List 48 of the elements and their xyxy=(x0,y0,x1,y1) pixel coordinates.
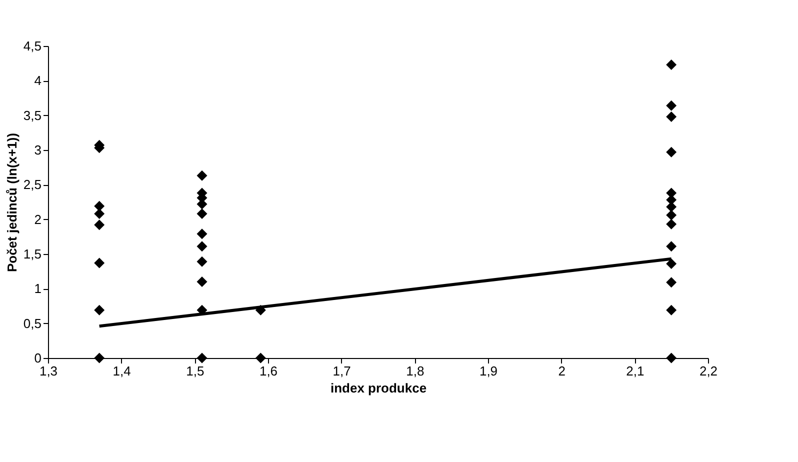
point xyxy=(196,241,208,252)
y-tick-label: 0,5 xyxy=(23,316,42,331)
y-tick-label: 4,5 xyxy=(23,38,42,54)
point xyxy=(666,111,677,122)
point xyxy=(196,170,208,181)
point xyxy=(94,258,105,268)
point xyxy=(196,208,208,220)
point xyxy=(666,352,677,364)
x-tick-label: 1,7 xyxy=(332,364,351,378)
x-tick-label: 1,8 xyxy=(406,364,424,378)
x-tick-label: 2,2 xyxy=(699,364,718,378)
point xyxy=(666,100,677,111)
x-tick-label: 1,3 xyxy=(39,364,58,378)
point xyxy=(196,352,208,364)
point xyxy=(666,210,677,220)
point xyxy=(94,352,105,364)
point xyxy=(666,202,677,212)
point xyxy=(666,146,677,158)
point xyxy=(94,200,105,212)
y-tick-label: 2,5 xyxy=(23,177,42,192)
y-tick-label: 0 xyxy=(34,350,42,366)
point xyxy=(196,256,208,267)
x-tick-label: 1,9 xyxy=(479,364,498,378)
y-axis-title: Počet jedinců (ln(x+1)) xyxy=(4,132,20,272)
y-tick-label: 1,5 xyxy=(23,246,42,262)
point xyxy=(666,277,677,288)
y-tick-label: 1 xyxy=(34,281,42,296)
y-tick-label: 3,5 xyxy=(23,108,42,123)
y-tick-label: 3 xyxy=(34,142,42,158)
point xyxy=(666,241,677,252)
x-axis-title: index produkce xyxy=(330,380,427,396)
y-tick-label: 2 xyxy=(34,212,42,227)
point xyxy=(666,218,677,230)
point xyxy=(255,352,266,364)
point xyxy=(196,228,208,240)
point xyxy=(94,220,105,230)
point xyxy=(94,304,105,316)
point xyxy=(196,276,208,287)
y-tick-label: 4 xyxy=(34,73,42,88)
x-tick-label: 2 xyxy=(558,364,566,378)
point xyxy=(94,208,105,220)
x-tick-label: 2,1 xyxy=(626,364,644,378)
x-tick-label: 1,4 xyxy=(112,364,131,378)
x-tick-label: 1,5 xyxy=(186,364,204,378)
point xyxy=(666,59,677,70)
x-tick-label: 1,6 xyxy=(259,364,278,378)
point xyxy=(666,304,677,316)
point xyxy=(666,258,677,269)
